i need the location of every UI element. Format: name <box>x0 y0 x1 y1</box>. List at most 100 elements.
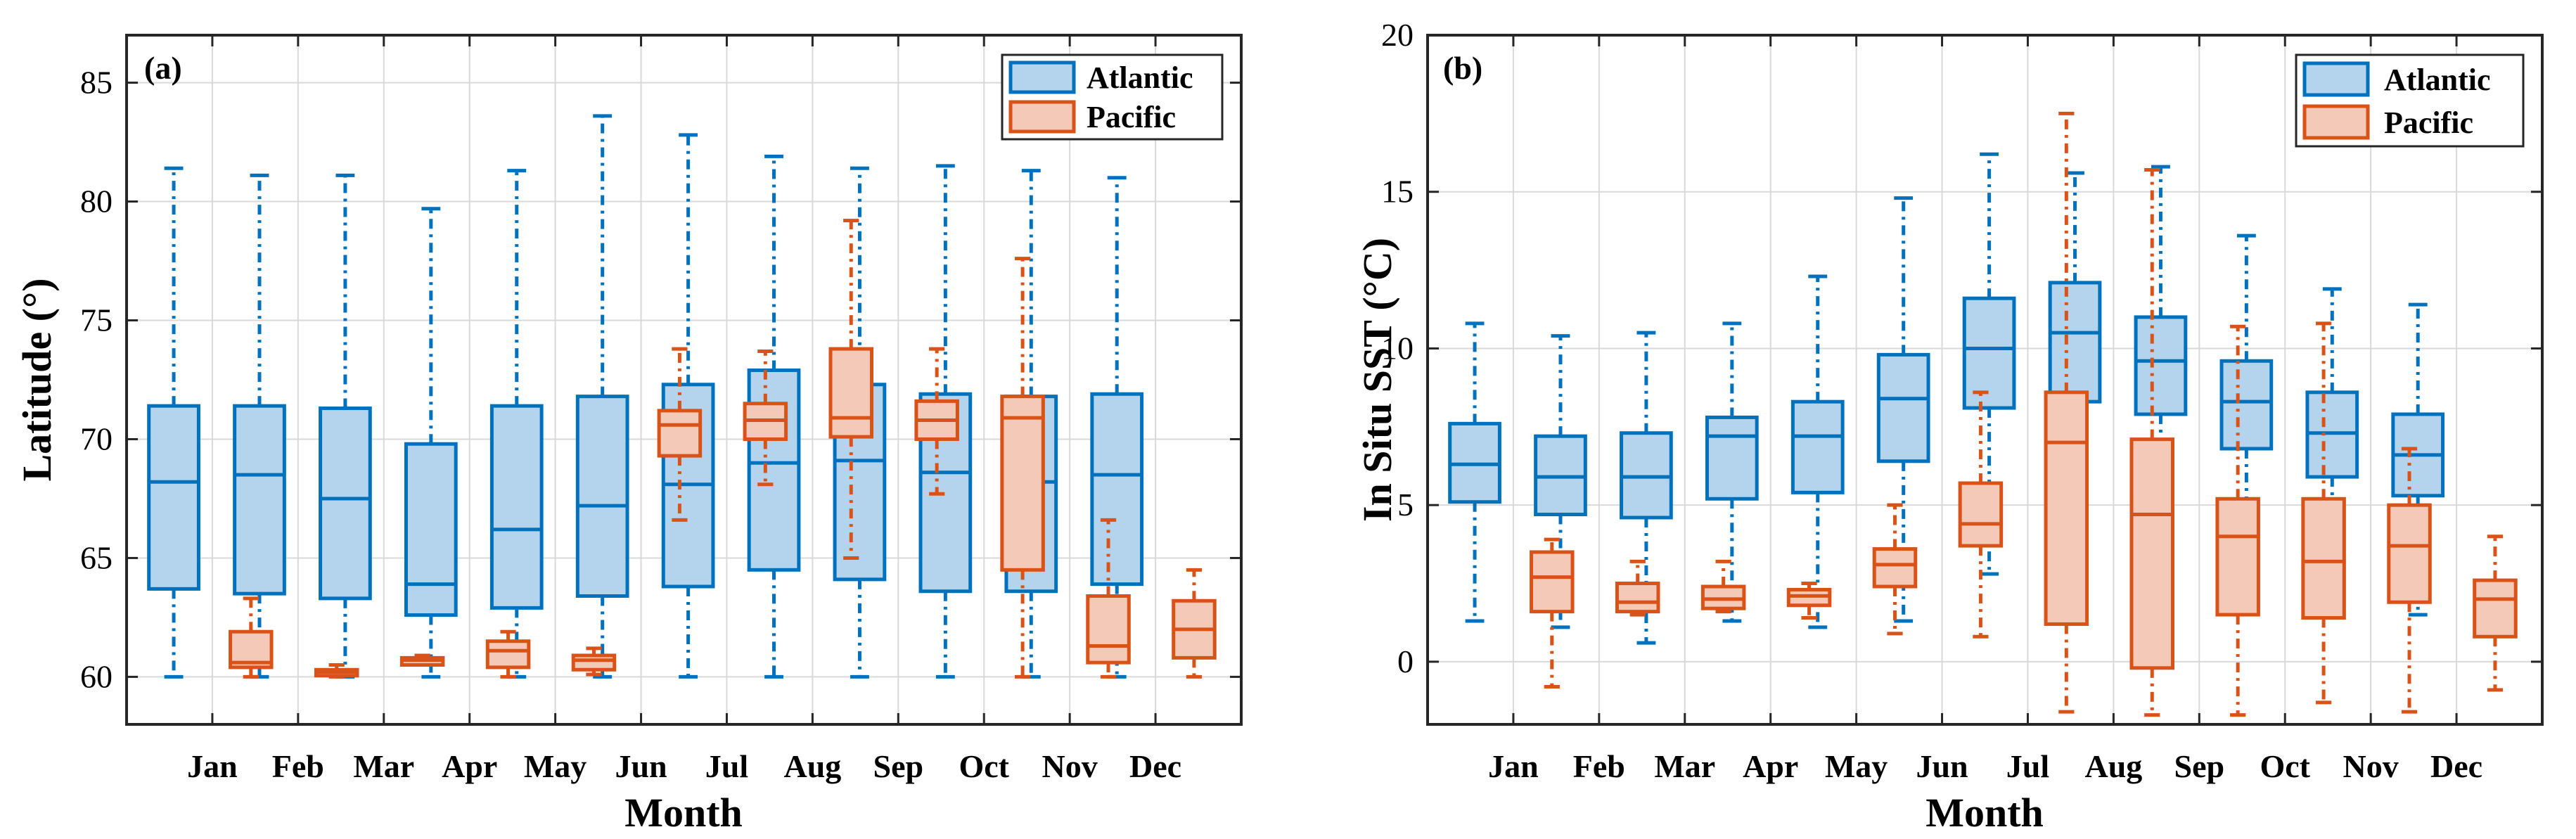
panel-b-category-label-may: May <box>1825 748 1888 784</box>
panel-b-category-label-feb: Feb <box>1573 748 1625 784</box>
panel-a-grid <box>127 35 1241 724</box>
panel-a-atlantic-dec-iqr-box <box>1090 392 1144 587</box>
panel-b-legend: Atlantic Pacific <box>2295 53 2525 148</box>
panel-b-y-axis-title: In Situ SST (°C) <box>1354 238 1400 522</box>
panel-a-pacific-jan-box-group <box>229 596 274 679</box>
panel-b-category-label-sep: Sep <box>2174 748 2225 784</box>
panel-a-pacific-oct-iqr-box <box>1000 395 1045 572</box>
panel-b-pacific-mar-box-group <box>1700 559 1746 614</box>
panel-b-atlantic-apr-iqr-box <box>1705 415 1759 501</box>
panel-a-category-label-sep: Sep <box>873 748 924 784</box>
panel-a-atlantic-jan-iqr-box <box>147 404 200 591</box>
panel-b-atlantic-jul-box-group <box>1962 152 2016 576</box>
panel-b-pacific-nov-iqr-box <box>2387 503 2432 604</box>
panel-b-atlantic-jan-box-group <box>1448 321 1501 623</box>
panel-a-category-label-oct: Oct <box>959 748 1009 784</box>
panel-b-ytick-label-2: 10 <box>1381 330 1414 366</box>
panel-a-category-label-feb: Feb <box>272 748 324 784</box>
panel-a-atlantic-may-box-group <box>489 169 544 679</box>
panel-b-atlantic-jul-iqr-box <box>1962 296 2016 410</box>
panel-a-legend-swatch-pacific <box>1008 100 1076 134</box>
panel-b-pacific-aug-box-group <box>2129 168 2175 717</box>
panel-a-y-axis-title: Latitude (°) <box>14 278 60 481</box>
panel-a-pacific-oct-box-group <box>1000 257 1045 679</box>
panel-a-legend-swatch-atlantic <box>1008 60 1076 94</box>
panel-a-atlantic-apr-box-group <box>404 207 458 679</box>
panel-a-atlantic-aug-iqr-box <box>747 368 801 572</box>
panel-b-pacific-apr-box-group <box>1786 582 1832 620</box>
panel-a-category-label-dec: Dec <box>1129 748 1181 784</box>
panel-b-category-label-jan: Jan <box>1488 748 1539 784</box>
panel-a-category-label-may: May <box>524 748 587 784</box>
panel-a-pacific-jun-box-group <box>657 347 703 522</box>
panel-b-pacific-dec-iqr-box <box>2473 578 2518 639</box>
panel-b-pacific-jun-iqr-box <box>1958 481 2004 548</box>
panel-b-atlantic-sep-iqr-box <box>2134 315 2188 416</box>
panel-sst: 0 5 10 15 20 Jan Feb Mar Apr May Jun Jul Aug Sep Oct No… <box>1354 17 2544 835</box>
panel-a-pacific-apr-iqr-box <box>485 639 531 670</box>
panel-a-pacific-apr-box-group <box>485 629 531 679</box>
panel-a-category-label-jul: Jul <box>705 748 748 784</box>
panel-b-category-label-oct: Oct <box>2260 748 2310 784</box>
panel-a-atlantic-apr-iqr-box <box>404 442 458 617</box>
panel-a-pacific-aug-iqr-box <box>828 347 874 439</box>
panel-b-pacific-jul-iqr-box <box>2044 390 2089 626</box>
panel-b-ytick-label-4: 20 <box>1381 17 1414 53</box>
panel-a-ytick-label-3: 75 <box>80 302 113 338</box>
panel-a-pacific-jul-box-group <box>743 349 788 487</box>
panel-b-pacific-feb-box-group <box>1615 559 1660 617</box>
panel-b-atlantic-jun-box-group <box>1876 196 1930 623</box>
panel-a-boxes <box>147 114 1217 679</box>
panel-a-atlantic-mar-iqr-box <box>319 406 372 601</box>
panel-b-pacific-jan-box-group <box>1530 537 1575 689</box>
panel-a-atlantic-feb-box-group <box>233 173 286 679</box>
panel-b-pacific-sep-box-group <box>2215 324 2260 717</box>
panel-a-atlantic-jun-box-group <box>575 114 629 679</box>
panel-a-category-label-nov: Nov <box>1042 748 1098 784</box>
panel-a-category-label-apr: Apr <box>442 748 497 784</box>
panel-a-axes-frame <box>125 34 1243 726</box>
panel-b-atlantic-may-iqr-box <box>1790 399 1845 494</box>
panel-a-atlantic-jun-iqr-box <box>575 395 629 598</box>
panel-a-x-axis-title: Month <box>624 790 743 835</box>
panel-a-ticks: 60 65 70 75 80 85 Jan Feb Mar Apr May Jun Jul Aug Sep O… <box>80 35 1241 784</box>
panel-a-pacific-aug-box-group <box>828 219 874 560</box>
panel-b-legend-label-atlantic: Atlantic <box>2384 63 2491 97</box>
panel-b-pacific-dec-box-group <box>2473 534 2518 692</box>
panel-a-pacific-nov-box-group <box>1086 518 1131 679</box>
panel-b-pacific-aug-iqr-box <box>2129 437 2175 670</box>
panel-a-pacific-dec-box-group <box>1172 568 1217 679</box>
panel-b-atlantic-apr-box-group <box>1705 321 1759 623</box>
panel-b-pacific-jul-box-group <box>2044 111 2089 714</box>
panel-b-ticks: 0 5 10 15 20 Jan Feb Mar Apr May Jun Jul Aug Sep Oct No… <box>1381 17 2542 784</box>
panel-b-pacific-oct-iqr-box <box>2301 497 2346 620</box>
panel-b-x-axis-title: Month <box>1925 790 2044 835</box>
panel-a-label: (a) <box>144 50 182 86</box>
panel-b-atlantic-oct-box-group <box>2219 233 2274 582</box>
panel-a-atlantic-may-iqr-box <box>489 404 544 610</box>
panel-a-category-label-aug: Aug <box>783 748 841 784</box>
panel-a-pacific-may-iqr-box <box>571 653 617 672</box>
panel-b-legend-swatch-pacific <box>2302 104 2370 140</box>
panel-b-ytick-label-0: 0 <box>1397 643 1414 679</box>
panel-b-category-label-nov: Nov <box>2343 748 2399 784</box>
panel-a-pacific-mar-box-group <box>399 653 445 667</box>
panel-a-legend-label-pacific: Pacific <box>1087 100 1176 134</box>
panel-a-atlantic-jul-box-group <box>661 133 715 679</box>
panel-b-boxes <box>1448 111 2518 717</box>
panel-a-pacific-jun-iqr-box <box>657 409 703 458</box>
panel-a-legend-label-atlantic: Atlantic <box>1087 60 1193 95</box>
panel-b-category-label-jun: Jun <box>1916 748 1968 784</box>
panel-a-category-label-jun: Jun <box>615 748 667 784</box>
panel-b-category-label-dec: Dec <box>2430 748 2482 784</box>
panel-b-pacific-jun-box-group <box>1958 390 2004 639</box>
panel-b-pacific-feb-iqr-box <box>1615 582 1660 614</box>
panel-b-legend-swatch-atlantic <box>2302 61 2370 97</box>
panel-a-category-label-jan: Jan <box>187 748 238 784</box>
panel-a-pacific-may-box-group <box>571 646 617 677</box>
panel-a-category-label-mar: Mar <box>353 748 414 784</box>
panel-b-pacific-jan-iqr-box <box>1530 550 1575 614</box>
panel-b-category-label-jul: Jul <box>2006 748 2049 784</box>
panel-b-ytick-label-3: 15 <box>1381 174 1414 210</box>
panel-b-atlantic-dec-box-group <box>2391 302 2445 617</box>
